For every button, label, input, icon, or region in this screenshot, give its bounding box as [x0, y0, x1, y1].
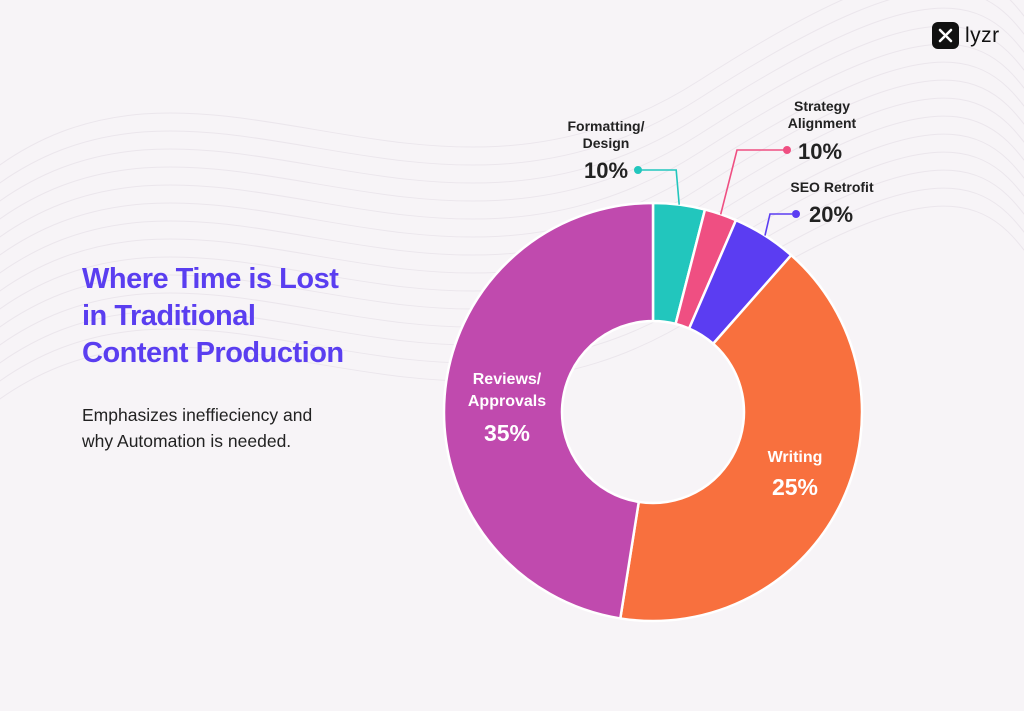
slice-writing	[618, 253, 864, 623]
label-formatting-name-2: Design	[583, 135, 630, 151]
label-reviews-value: 35%	[484, 420, 530, 446]
brand-name: lyzr	[965, 23, 1000, 47]
label-seo-value: 20%	[809, 202, 853, 227]
title-line-3: Content Production	[82, 337, 344, 369]
leader-line-strategy	[719, 149, 784, 215]
background-wave-line	[0, 25, 1024, 220]
slice-reviews	[442, 201, 655, 620]
leader-line-formatting	[638, 169, 680, 205]
label-strategy-value: 10%	[798, 139, 842, 164]
leader-dot-strategy	[783, 146, 791, 154]
background-wave-line	[0, 0, 1024, 166]
leader-dot-formatting	[634, 166, 642, 174]
label-reviews-name-2: Approvals	[468, 393, 546, 410]
title-line-1: Where Time is Lost	[82, 263, 339, 295]
leader-line-seo	[764, 213, 792, 236]
title-line-2: in Traditional	[82, 300, 256, 332]
background-wave-line	[0, 0, 1024, 184]
background-wave-line	[0, 43, 1024, 238]
label-writing-name: Writing	[768, 449, 823, 466]
page-description: Emphasizes ineffieciency and why Automat…	[82, 402, 382, 454]
label-strategy-name-2: Alignment	[788, 115, 857, 131]
leader-dot-seo	[792, 210, 800, 218]
background-wave-line	[0, 187, 1024, 382]
description-line-2: why Automation is needed.	[82, 431, 292, 451]
background-wave-line	[0, 7, 1024, 202]
label-writing-value: 25%	[772, 474, 818, 500]
label-formatting-name-1: Formatting/	[568, 118, 645, 134]
page-title: Where Time is Lost in Traditional Conten…	[82, 261, 382, 372]
label-reviews-name-1: Reviews/	[473, 371, 542, 388]
description-line-1: Emphasizes ineffieciency and	[82, 405, 313, 425]
label-strategy-name-1: Strategy	[794, 98, 850, 114]
label-formatting-value: 10%	[584, 158, 628, 183]
brand-logo: lyzr	[932, 22, 1000, 49]
label-seo-name: SEO Retrofit	[790, 179, 874, 195]
background-wave-line	[0, 205, 1024, 400]
lyzr-logo-icon	[932, 22, 959, 49]
